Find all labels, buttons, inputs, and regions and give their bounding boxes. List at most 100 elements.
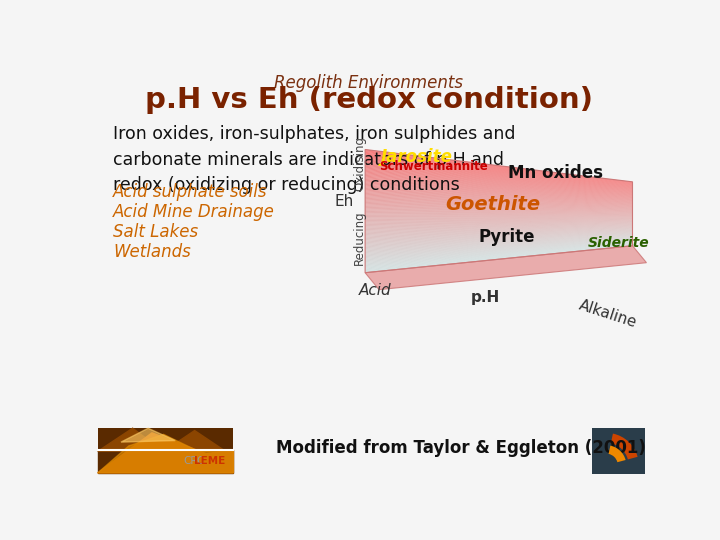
Polygon shape (365, 150, 632, 183)
Polygon shape (365, 239, 632, 261)
Text: Oxidising: Oxidising (354, 136, 366, 191)
Polygon shape (365, 246, 647, 289)
Text: p.H: p.H (471, 289, 500, 305)
Polygon shape (121, 428, 175, 442)
Polygon shape (365, 230, 632, 242)
Text: CRC: CRC (183, 456, 204, 467)
Polygon shape (365, 243, 632, 268)
Polygon shape (365, 224, 632, 231)
Polygon shape (365, 219, 632, 222)
Polygon shape (365, 236, 632, 255)
Polygon shape (365, 219, 632, 221)
Polygon shape (365, 226, 632, 235)
Polygon shape (365, 180, 632, 198)
Polygon shape (365, 222, 632, 229)
Polygon shape (365, 235, 632, 253)
Polygon shape (365, 223, 632, 230)
Polygon shape (365, 197, 632, 207)
Polygon shape (365, 229, 632, 241)
Polygon shape (365, 155, 632, 185)
Polygon shape (365, 189, 632, 202)
Polygon shape (365, 225, 632, 232)
Polygon shape (365, 187, 632, 202)
Polygon shape (365, 157, 632, 186)
Polygon shape (365, 165, 632, 191)
Polygon shape (98, 450, 233, 473)
Polygon shape (365, 227, 632, 238)
Polygon shape (365, 164, 632, 190)
Text: Siderite: Siderite (588, 237, 649, 251)
Polygon shape (365, 243, 632, 268)
Polygon shape (365, 220, 632, 224)
Polygon shape (365, 211, 632, 214)
Polygon shape (365, 190, 632, 203)
Polygon shape (365, 237, 632, 257)
Polygon shape (365, 173, 632, 194)
Polygon shape (365, 225, 632, 234)
Polygon shape (365, 218, 632, 220)
Polygon shape (365, 169, 632, 192)
Polygon shape (365, 218, 632, 219)
Polygon shape (365, 241, 632, 264)
Polygon shape (365, 222, 632, 227)
Polygon shape (365, 194, 632, 205)
Text: p.H vs Eh (redox condition): p.H vs Eh (redox condition) (145, 86, 593, 114)
Polygon shape (365, 231, 632, 245)
Polygon shape (365, 195, 632, 206)
Polygon shape (365, 225, 632, 233)
Polygon shape (365, 161, 632, 188)
Polygon shape (365, 154, 632, 185)
Wedge shape (608, 446, 626, 462)
Polygon shape (365, 216, 632, 217)
Polygon shape (365, 179, 632, 198)
Polygon shape (365, 235, 632, 254)
Polygon shape (365, 201, 632, 209)
Polygon shape (365, 217, 632, 218)
Polygon shape (365, 229, 632, 241)
Polygon shape (365, 238, 632, 259)
Polygon shape (365, 184, 632, 200)
Polygon shape (365, 222, 632, 228)
Polygon shape (365, 171, 632, 193)
Text: Acid: Acid (359, 284, 392, 299)
Polygon shape (365, 208, 632, 213)
Polygon shape (365, 164, 632, 190)
Polygon shape (365, 213, 632, 215)
Polygon shape (98, 428, 233, 451)
Polygon shape (365, 158, 632, 186)
Text: Wetlands: Wetlands (113, 243, 191, 261)
Polygon shape (365, 152, 632, 184)
Polygon shape (365, 159, 632, 187)
Polygon shape (365, 170, 632, 193)
Polygon shape (365, 191, 632, 204)
Wedge shape (611, 434, 638, 460)
Polygon shape (365, 239, 632, 260)
Text: Acid Mine Drainage: Acid Mine Drainage (113, 203, 275, 221)
Text: Goethite: Goethite (446, 195, 541, 214)
Polygon shape (365, 235, 632, 252)
Polygon shape (365, 227, 632, 237)
Polygon shape (365, 210, 632, 214)
Polygon shape (365, 227, 632, 238)
Polygon shape (365, 195, 632, 206)
Polygon shape (365, 163, 632, 189)
Polygon shape (365, 210, 632, 213)
Polygon shape (365, 192, 632, 205)
Polygon shape (365, 200, 632, 208)
Polygon shape (365, 219, 632, 222)
Polygon shape (365, 168, 632, 192)
Polygon shape (365, 176, 632, 196)
Polygon shape (365, 231, 632, 246)
Text: Modified from Taylor & Eggleton (2001): Modified from Taylor & Eggleton (2001) (276, 439, 646, 457)
Polygon shape (365, 175, 632, 195)
Polygon shape (365, 191, 632, 204)
Polygon shape (365, 240, 632, 262)
Polygon shape (365, 160, 632, 188)
Polygon shape (98, 434, 233, 473)
Polygon shape (365, 177, 632, 197)
Polygon shape (365, 150, 632, 183)
Polygon shape (365, 241, 632, 265)
Polygon shape (365, 244, 632, 269)
Polygon shape (365, 213, 632, 215)
Polygon shape (365, 202, 632, 210)
